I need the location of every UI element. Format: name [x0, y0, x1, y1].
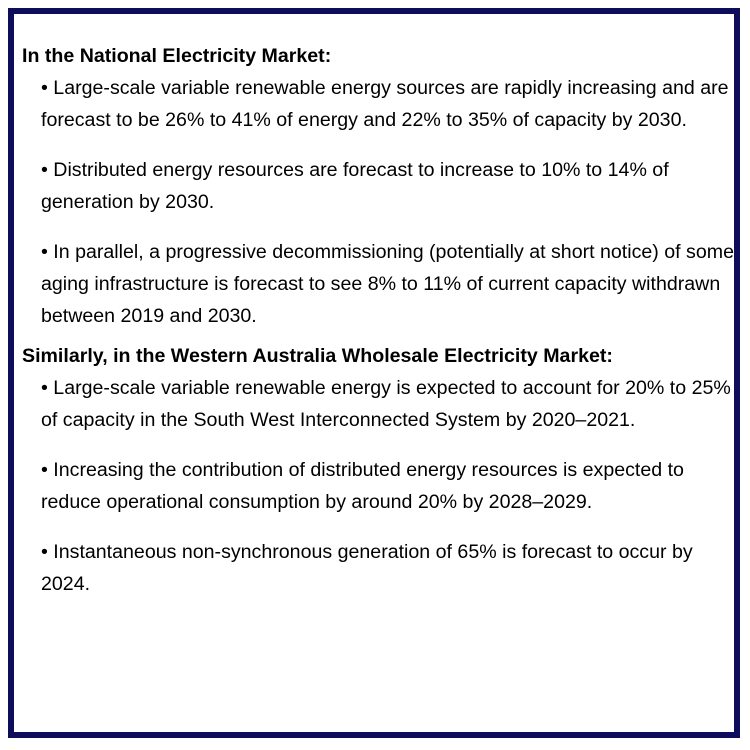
nem-bullet-1: • Large-scale variable renewable energy … [41, 77, 729, 131]
nem-section: In the National Electricity Market: • La… [22, 40, 734, 332]
nem-bullet-3: • In parallel, a progressive decommissio… [41, 241, 734, 327]
wem-bullet-3: • Instantaneous non-synchronous generati… [41, 541, 693, 595]
wem-bullet-2: • Increasing the contribution of distrib… [41, 459, 684, 513]
text-box-frame: In the National Electricity Market: • La… [8, 8, 740, 738]
wem-heading: Similarly, in the Western Australia Whol… [22, 345, 613, 367]
wem-section: Similarly, in the Western Australia Whol… [22, 340, 734, 600]
nem-heading: In the National Electricity Market: [22, 45, 332, 67]
wem-bullet-1: • Large-scale variable renewable energy … [41, 377, 731, 431]
nem-bullet-2: • Distributed energy resources are forec… [41, 159, 669, 213]
text-box-content: In the National Electricity Market: • La… [22, 40, 734, 600]
